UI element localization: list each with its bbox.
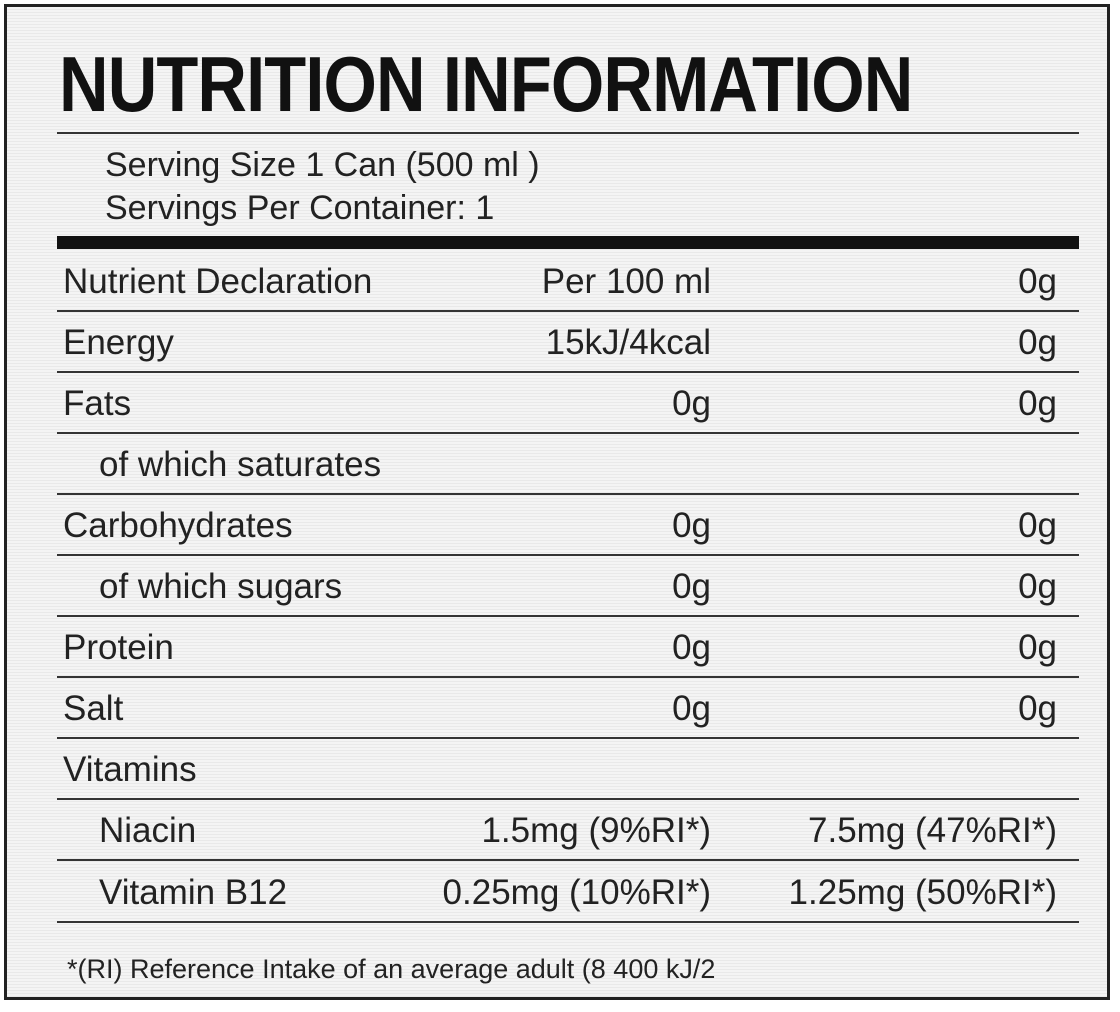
row-divider <box>57 310 1079 312</box>
reference-intake-footnote: *(RI) Reference Intake of an average adu… <box>67 954 716 984</box>
nutrient-name: Protein <box>63 627 174 667</box>
nutrient-name: Fats <box>63 383 132 423</box>
table-row-niacin: Niacin 1.5mg (9%RI*) 7.5mg (47%RI*) <box>57 800 1079 861</box>
table-row-carbohydrates: Carbohydrates 0g 0g <box>57 495 1079 556</box>
row-divider <box>57 493 1079 495</box>
row-divider <box>57 859 1079 861</box>
row-divider <box>57 615 1079 617</box>
row-divider <box>57 371 1079 373</box>
table-row-saturates: of which saturates <box>57 434 1079 495</box>
per-serving-value: 0g <box>1018 322 1057 362</box>
per-serving-value: 0g <box>1018 688 1057 728</box>
per-100ml-value: Per 100 ml <box>541 261 711 301</box>
row-divider <box>57 921 1079 923</box>
nutrient-name: Vitamin B12 <box>99 872 288 912</box>
per-100ml-value: 1.5mg (9%RI*) <box>481 810 711 850</box>
table-row-fats: Fats 0g 0g <box>57 373 1079 434</box>
title-divider <box>57 132 1079 134</box>
row-divider <box>57 554 1079 556</box>
nutrient-name: of which saturates <box>99 444 382 484</box>
servings-per-container: Servings Per Container: 1 <box>105 189 495 227</box>
nutrient-name: Nutrient Declaration <box>63 261 373 301</box>
row-divider <box>57 432 1079 434</box>
nutrient-name: of which sugars <box>99 566 343 606</box>
row-divider <box>57 676 1079 678</box>
per-100ml-value: 0g <box>672 505 711 545</box>
per-100ml-value: 0g <box>672 688 711 728</box>
per-serving-value: 0g <box>1018 261 1057 301</box>
table-row-header: Nutrient Declaration Per 100 ml 0g <box>57 251 1079 312</box>
per-serving-value: 0g <box>1018 627 1057 667</box>
per-100ml-value: 15kJ/4kcal <box>545 322 711 362</box>
per-serving-value: 0g <box>1018 383 1057 423</box>
serving-size: Serving Size 1 Can (500 ml ) <box>105 146 540 184</box>
table-row-vitamins: Vitamins <box>57 739 1079 800</box>
per-100ml-value: 0g <box>672 383 711 423</box>
nutrition-label: NUTRITION INFORMATION Serving Size 1 Can… <box>4 4 1110 1000</box>
nutrient-name: Vitamins <box>63 749 197 789</box>
row-divider <box>57 737 1079 739</box>
label-title: NUTRITION INFORMATION <box>59 40 913 128</box>
per-serving-value: 1.25mg (50%RI*) <box>788 872 1057 912</box>
thick-divider <box>57 236 1079 249</box>
table-row-salt: Salt 0g 0g <box>57 678 1079 739</box>
per-serving-value: 7.5mg (47%RI*) <box>808 810 1057 850</box>
nutrient-name: Carbohydrates <box>63 505 293 545</box>
table-row-energy: Energy 15kJ/4kcal 0g <box>57 312 1079 373</box>
nutrient-name: Energy <box>63 322 174 362</box>
per-100ml-value: 0.25mg (10%RI*) <box>442 872 711 912</box>
nutrient-name: Salt <box>63 688 124 728</box>
per-100ml-value: 0g <box>672 627 711 667</box>
per-serving-value: 0g <box>1018 566 1057 606</box>
table-row-vitamin-b12: Vitamin B12 0.25mg (10%RI*) 1.25mg (50%R… <box>57 862 1079 923</box>
table-row-protein: Protein 0g 0g <box>57 617 1079 678</box>
per-100ml-value: 0g <box>672 566 711 606</box>
nutrient-name: Niacin <box>99 810 197 850</box>
per-serving-value: 0g <box>1018 505 1057 545</box>
row-divider <box>57 798 1079 800</box>
table-row-sugars: of which sugars 0g 0g <box>57 556 1079 617</box>
